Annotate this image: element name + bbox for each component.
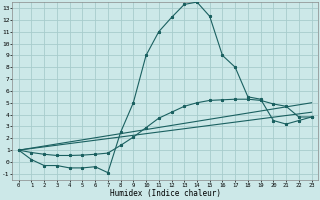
X-axis label: Humidex (Indice chaleur): Humidex (Indice chaleur) [110,189,220,198]
